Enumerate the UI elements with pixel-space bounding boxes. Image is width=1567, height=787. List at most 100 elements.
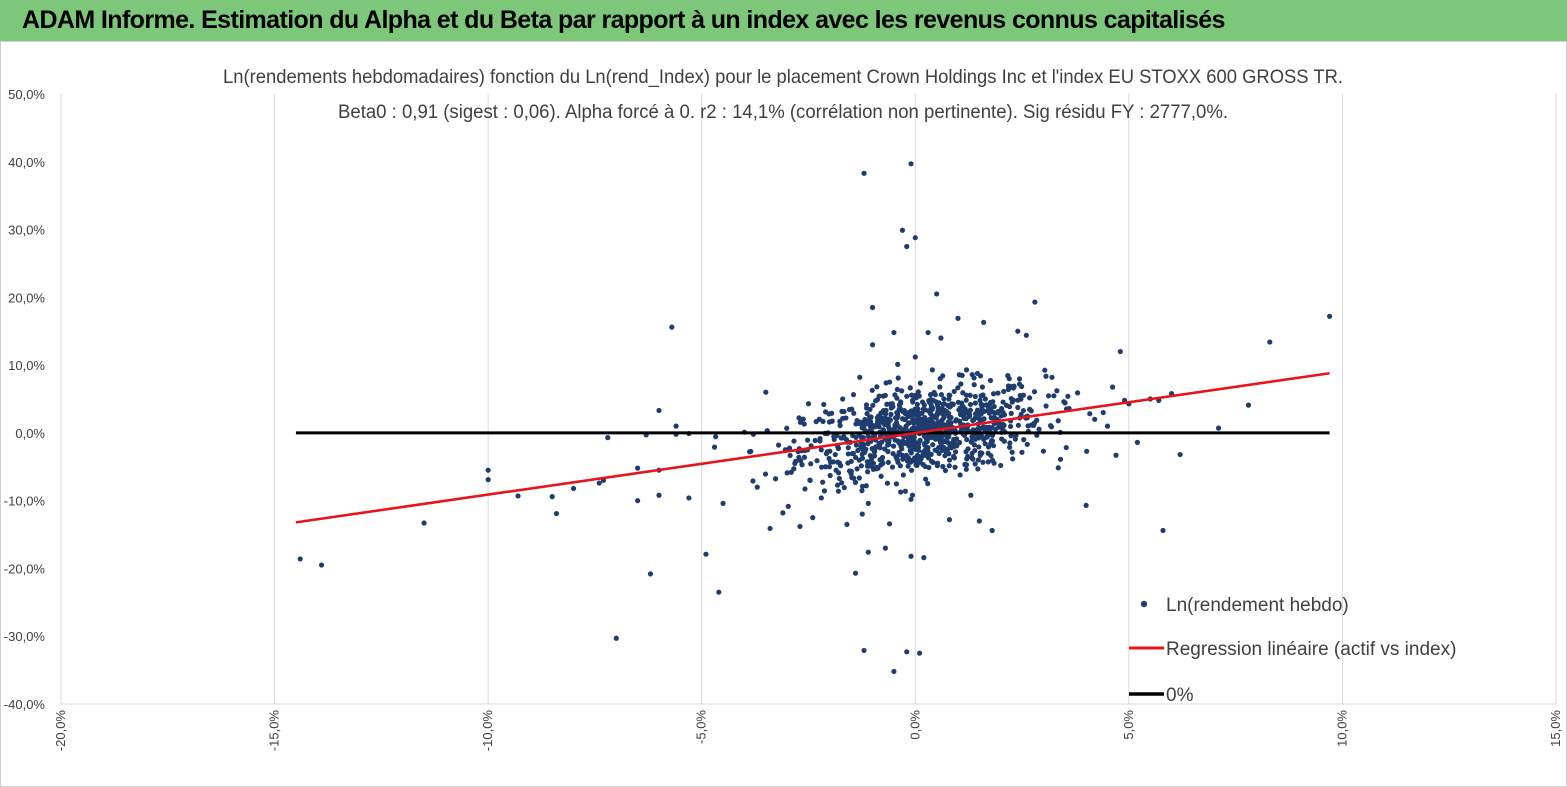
data-point <box>965 453 971 460</box>
data-point <box>810 515 816 521</box>
data-point <box>975 466 981 472</box>
data-point <box>882 545 888 551</box>
data-point <box>946 463 952 469</box>
y-tick-label: 20,0% <box>8 290 45 305</box>
data-point <box>955 315 961 321</box>
data-point <box>1027 395 1033 401</box>
data-point <box>903 440 909 446</box>
data-point <box>929 367 935 373</box>
data-point <box>848 471 854 477</box>
data-point <box>776 442 782 448</box>
data-point <box>935 405 941 411</box>
data-point <box>812 437 818 444</box>
data-point <box>952 449 959 455</box>
data-point <box>983 402 989 408</box>
data-point <box>998 413 1004 419</box>
data-point <box>950 401 956 408</box>
data-point <box>926 399 932 405</box>
data-point <box>784 470 790 476</box>
data-point <box>818 447 824 453</box>
data-point <box>720 500 726 506</box>
data-point <box>914 401 920 408</box>
data-point <box>318 562 325 568</box>
data-point <box>596 480 602 486</box>
data-point <box>1000 421 1006 427</box>
data-point <box>940 444 947 450</box>
data-point <box>998 462 1004 469</box>
data-point <box>1049 374 1055 380</box>
data-point <box>890 443 897 449</box>
data-point <box>835 470 842 476</box>
data-point <box>882 416 888 423</box>
data-point <box>886 521 893 527</box>
data-point <box>966 413 973 420</box>
data-point <box>1001 438 1007 444</box>
data-point <box>938 335 944 341</box>
data-point <box>656 492 662 498</box>
data-point <box>673 423 679 429</box>
data-point <box>928 411 934 417</box>
data-point <box>840 396 846 402</box>
data-point <box>791 438 797 444</box>
data-point <box>1015 328 1021 334</box>
data-point <box>1010 456 1016 462</box>
data-point <box>963 367 970 373</box>
data-point <box>976 518 982 524</box>
data-point <box>835 445 842 452</box>
data-point <box>780 510 786 516</box>
data-point <box>980 459 986 465</box>
data-point <box>902 488 908 494</box>
data-point <box>923 476 929 482</box>
data-point <box>934 291 940 297</box>
data-point <box>1016 376 1023 382</box>
data-point <box>827 448 833 454</box>
data-point <box>921 555 927 561</box>
data-point <box>838 463 844 469</box>
data-point <box>885 423 891 429</box>
data-point <box>553 510 560 517</box>
x-tick-label: 15,0% <box>1548 710 1563 747</box>
data-point <box>1012 436 1019 442</box>
data-point <box>906 409 912 415</box>
data-point <box>826 419 833 425</box>
data-point <box>894 457 900 463</box>
data-point <box>1009 399 1015 405</box>
data-point <box>927 416 933 423</box>
data-point <box>852 479 859 485</box>
data-point <box>941 408 948 414</box>
x-tick-label: -10,0% <box>480 710 495 752</box>
data-point <box>907 448 913 454</box>
data-point <box>762 471 769 477</box>
data-point <box>1117 348 1123 355</box>
data-point <box>935 410 941 416</box>
data-point <box>832 451 838 458</box>
data-point <box>843 437 850 443</box>
data-point <box>917 437 923 443</box>
data-point <box>1001 388 1007 395</box>
data-point <box>952 464 958 470</box>
data-point <box>884 401 890 407</box>
data-point <box>835 459 841 465</box>
data-point <box>885 459 891 466</box>
regression-line <box>295 371 1330 524</box>
data-point <box>957 405 963 411</box>
data-point <box>957 439 963 446</box>
data-point <box>837 418 843 425</box>
data-point <box>859 451 865 457</box>
data-point <box>713 434 719 440</box>
data-point <box>799 462 805 468</box>
data-point <box>1015 404 1021 411</box>
data-point <box>1021 437 1027 443</box>
data-point <box>959 372 965 378</box>
data-point <box>916 650 923 656</box>
data-point <box>908 392 915 398</box>
data-point <box>801 454 808 460</box>
data-point <box>818 464 825 470</box>
data-point <box>961 411 968 417</box>
data-point <box>967 401 974 408</box>
x-tick-label: -20,0% <box>53 710 68 752</box>
legend: Ln(rendement hebdo) Regression linéaire … <box>1129 595 1456 706</box>
data-point <box>865 421 871 427</box>
data-point <box>1020 407 1027 414</box>
data-point <box>1009 449 1015 455</box>
